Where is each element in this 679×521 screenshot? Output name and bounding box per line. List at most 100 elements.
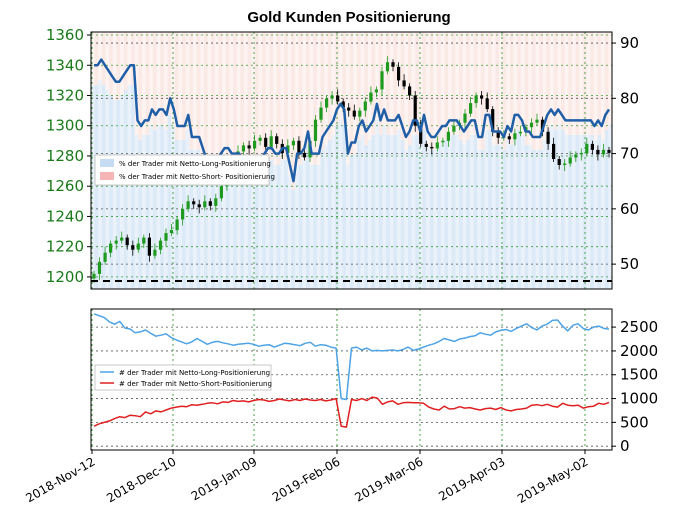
- band-long: [364, 144, 369, 289]
- band-long: [524, 144, 529, 289]
- candle-body: [158, 240, 163, 250]
- top-legend-box: [94, 154, 270, 186]
- net-long-count-line: [93, 313, 610, 401]
- band-short: [550, 32, 554, 125]
- right-tick-label: 90: [620, 34, 639, 52]
- band-long: [411, 134, 416, 289]
- band-long: [546, 129, 551, 289]
- band-short: [185, 32, 190, 130]
- band-short: [531, 32, 536, 150]
- band-long: [91, 85, 95, 289]
- band-short: [276, 32, 281, 165]
- legend-label-short-count: # der Trader mit Netto-Short-Positionier…: [119, 380, 272, 388]
- band-long: [408, 144, 412, 289]
- band-short: [564, 32, 569, 135]
- band-short: [597, 32, 602, 135]
- candle-body: [369, 92, 373, 102]
- band-short: [98, 32, 103, 81]
- band-short: [258, 32, 263, 170]
- band-long: [579, 134, 584, 289]
- candle-body: [601, 149, 606, 155]
- band-short: [608, 32, 613, 125]
- candle-body: [435, 142, 439, 149]
- left-tick-label: 1320: [46, 86, 84, 104]
- band-long: [444, 139, 449, 289]
- band-long: [382, 124, 387, 290]
- band-short: [327, 32, 332, 140]
- band-long: [459, 139, 463, 289]
- band-long: [276, 164, 281, 289]
- candle-body: [391, 62, 395, 67]
- candle-body: [131, 245, 135, 250]
- band-long: [378, 134, 383, 289]
- band-short: [601, 32, 605, 140]
- band-short: [593, 32, 598, 140]
- band-long: [535, 149, 540, 289]
- band-long: [127, 85, 132, 289]
- band-short: [222, 32, 227, 160]
- band-short: [437, 32, 441, 145]
- band-long: [564, 134, 569, 289]
- candle-body: [363, 101, 367, 111]
- candle-body: [97, 261, 102, 274]
- band-short: [451, 32, 456, 135]
- band-short: [513, 32, 518, 130]
- band-short: [320, 32, 325, 150]
- band-long: [269, 159, 274, 289]
- candle-body: [441, 140, 445, 143]
- band-short: [342, 32, 347, 125]
- band-short: [367, 32, 372, 140]
- candle-body: [446, 131, 450, 141]
- band-short: [404, 32, 409, 150]
- band-long: [138, 139, 143, 289]
- bottom-tick-label: 0: [620, 437, 630, 455]
- bottom-plot-frame: [90, 308, 613, 451]
- band-short: [433, 32, 438, 150]
- band-short: [495, 32, 500, 145]
- band-long: [255, 169, 259, 289]
- band-short: [411, 32, 416, 135]
- band-long: [590, 134, 594, 289]
- candle-body: [192, 201, 196, 205]
- candle-body: [125, 237, 129, 246]
- band-short: [371, 32, 376, 135]
- band-long: [418, 144, 423, 289]
- candle-body: [557, 159, 561, 165]
- candle-body: [203, 201, 207, 208]
- band-short: [262, 32, 267, 165]
- band-long: [466, 139, 471, 289]
- band-long: [324, 144, 329, 289]
- band-short: [291, 32, 296, 190]
- band-short: [240, 32, 245, 170]
- band-long: [112, 100, 117, 289]
- band-long: [236, 164, 241, 289]
- band-long: [338, 119, 343, 290]
- candle-body: [164, 233, 168, 241]
- candle-body: [109, 243, 113, 253]
- band-short: [575, 32, 580, 135]
- band-short: [134, 32, 139, 135]
- band-long: [561, 129, 565, 289]
- band-short: [178, 32, 183, 140]
- band-short: [255, 32, 259, 170]
- band-long: [495, 144, 500, 289]
- candle-body: [264, 137, 268, 147]
- band-short: [426, 32, 431, 145]
- band-short: [415, 32, 420, 135]
- candle-body: [347, 107, 351, 111]
- candle-body: [585, 143, 589, 153]
- band-long: [360, 134, 365, 289]
- band-long: [531, 149, 536, 289]
- band-long: [477, 149, 482, 289]
- band-long: [320, 149, 325, 289]
- band-long: [287, 174, 292, 289]
- band-long: [145, 134, 150, 289]
- band-long: [105, 90, 110, 289]
- band-short: [528, 32, 533, 145]
- band-short: [546, 32, 551, 130]
- band-long: [203, 169, 208, 289]
- bottom-tick-label: 2500: [620, 318, 658, 336]
- candle-body: [258, 137, 262, 141]
- left-tick-label: 1280: [46, 147, 84, 165]
- right-tick-label: 60: [620, 200, 639, 218]
